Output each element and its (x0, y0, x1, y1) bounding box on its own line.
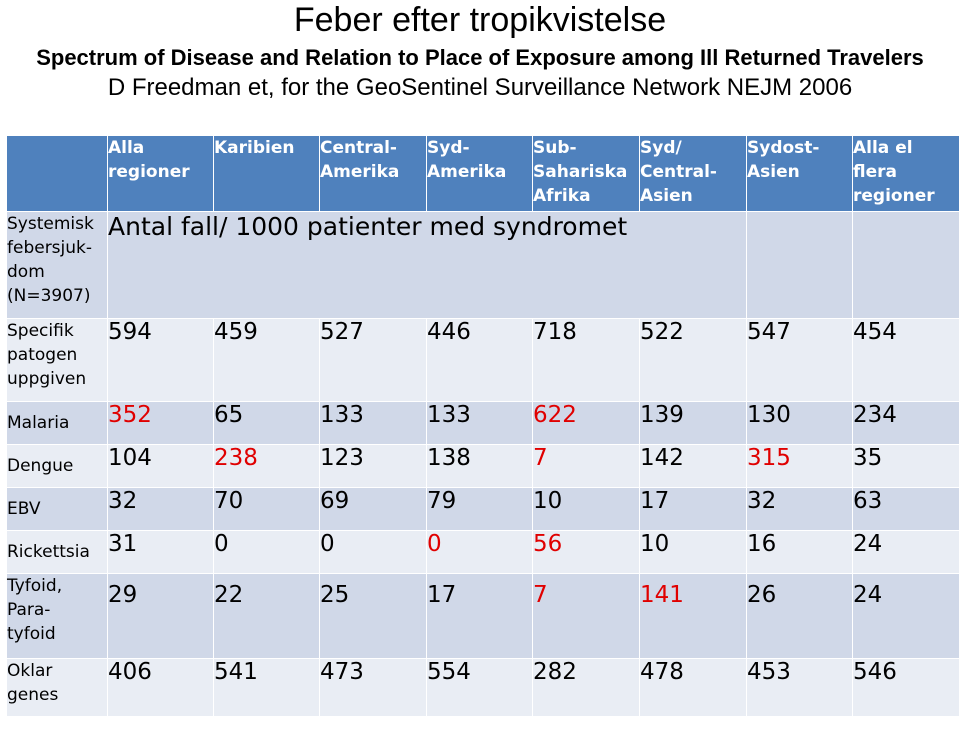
table-cell: 139 (639, 401, 747, 445)
table-row: Systemisk febersjuk-dom (N=3907) Antal fal… (6, 211, 960, 319)
table-cell: 454 (852, 318, 960, 402)
data-table: Alla regioner Karibien Central- Amerika Sy… (6, 135, 960, 717)
table-cell: 622 (532, 401, 640, 445)
row-label: Rickettsia (6, 530, 108, 574)
table-cell: 123 (319, 444, 427, 488)
table-row: Malaria 352 65 133 133 622 139 130 234 (6, 401, 960, 445)
empty-cell (852, 211, 960, 319)
table-cell: 31 (107, 530, 214, 574)
table-cell: 10 (532, 487, 640, 531)
table-cell: 24 (852, 573, 960, 659)
table-row: Tyfoid, Para-tyfoid 29 22 25 17 7 141 26 … (6, 573, 960, 659)
table-row: Rickettsia 31 0 0 0 56 10 16 24 (6, 530, 960, 574)
table-cell: 69 (319, 487, 427, 531)
column-header: Sydost- Asien (746, 135, 853, 212)
table-cell: 138 (426, 444, 533, 488)
table-cell: 234 (852, 401, 960, 445)
table-cell: 29 (107, 573, 214, 659)
table-cell: 453 (746, 658, 853, 717)
table-cell: 718 (532, 318, 640, 402)
table-cell: 546 (852, 658, 960, 717)
table-row: Oklar genes 406 541 473 554 282 478 453 5… (6, 658, 960, 717)
table-row: EBV 32 70 69 79 10 17 32 63 (6, 487, 960, 531)
column-header: Karibien (213, 135, 320, 212)
table-cell: 446 (426, 318, 533, 402)
table-cell: 541 (213, 658, 320, 717)
table-cell: 22 (213, 573, 320, 659)
table-cell: 17 (639, 487, 747, 531)
table-cell: 527 (319, 318, 427, 402)
header-row: Alla regioner Karibien Central- Amerika Sy… (6, 135, 960, 212)
annotation-text: Antal fall/ 1000 patienter med syndromet (107, 211, 747, 319)
column-header: Syd/Central- Asien (639, 135, 747, 212)
table-cell: 142 (639, 444, 747, 488)
table-cell: 24 (852, 530, 960, 574)
table-cell: 26 (746, 573, 853, 659)
table-cell: 133 (319, 401, 427, 445)
table-cell: 478 (639, 658, 747, 717)
row-label: Oklar genes (6, 658, 108, 717)
row-label: Systemisk febersjuk-dom (N=3907) (6, 211, 108, 319)
table-cell: 16 (746, 530, 853, 574)
empty-cell (746, 211, 853, 319)
column-header: Alla regioner (107, 135, 214, 212)
table-cell: 0 (319, 530, 427, 574)
column-header: Sub- Sahariska Afrika (532, 135, 640, 212)
table-cell: 32 (107, 487, 214, 531)
table-cell: 104 (107, 444, 214, 488)
column-header: Central- Amerika (319, 135, 427, 212)
citation: D Freedman et, for the GeoSentinel Surve… (107, 74, 853, 101)
table-cell: 0 (426, 530, 533, 574)
table-cell: 130 (746, 401, 853, 445)
table-cell: 473 (319, 658, 427, 717)
table-cell: 547 (746, 318, 853, 402)
row-label: EBV (6, 487, 108, 531)
table-cell: 70 (213, 487, 320, 531)
table-cell: 406 (107, 658, 214, 717)
row-label: Tyfoid, Para-tyfoid (6, 573, 108, 659)
table-cell: 56 (532, 530, 640, 574)
table-cell: 352 (107, 401, 214, 445)
table-cell: 554 (426, 658, 533, 717)
row-label: Malaria (6, 401, 108, 445)
table-cell: 79 (426, 487, 533, 531)
table-cell: 7 (532, 573, 640, 659)
table-cell: 459 (213, 318, 320, 402)
column-header: Syd- Amerika (426, 135, 533, 212)
table-cell: 63 (852, 487, 960, 531)
table-cell: 141 (639, 573, 747, 659)
table-cell: 594 (107, 318, 214, 402)
table-cell: 65 (213, 401, 320, 445)
table-cell: 315 (746, 444, 853, 488)
table-cell: 282 (532, 658, 640, 717)
table-cell: 238 (213, 444, 320, 488)
table-cell: 35 (852, 444, 960, 488)
table-cell: 25 (319, 573, 427, 659)
table-row: Specifik patogen uppgiven 594 459 527 446 … (6, 318, 960, 402)
table-cell: 7 (532, 444, 640, 488)
table-cell: 0 (213, 530, 320, 574)
row-label: Dengue (6, 444, 108, 488)
column-header: Alla el flera regioner (852, 135, 960, 212)
table-cell: 522 (639, 318, 747, 402)
table-cell: 133 (426, 401, 533, 445)
table-cell: 32 (746, 487, 853, 531)
header-corner (6, 135, 108, 212)
page-subtitle: Spectrum of Disease and Relation to Plac… (36, 45, 924, 70)
table-cell: 17 (426, 573, 533, 659)
table-row: Dengue 104 238 123 138 7 142 315 35 (6, 444, 960, 488)
page-title: Feber efter tropikvistelse (293, 1, 667, 39)
table-cell: 10 (639, 530, 747, 574)
row-label: Specifik patogen uppgiven (6, 318, 108, 402)
